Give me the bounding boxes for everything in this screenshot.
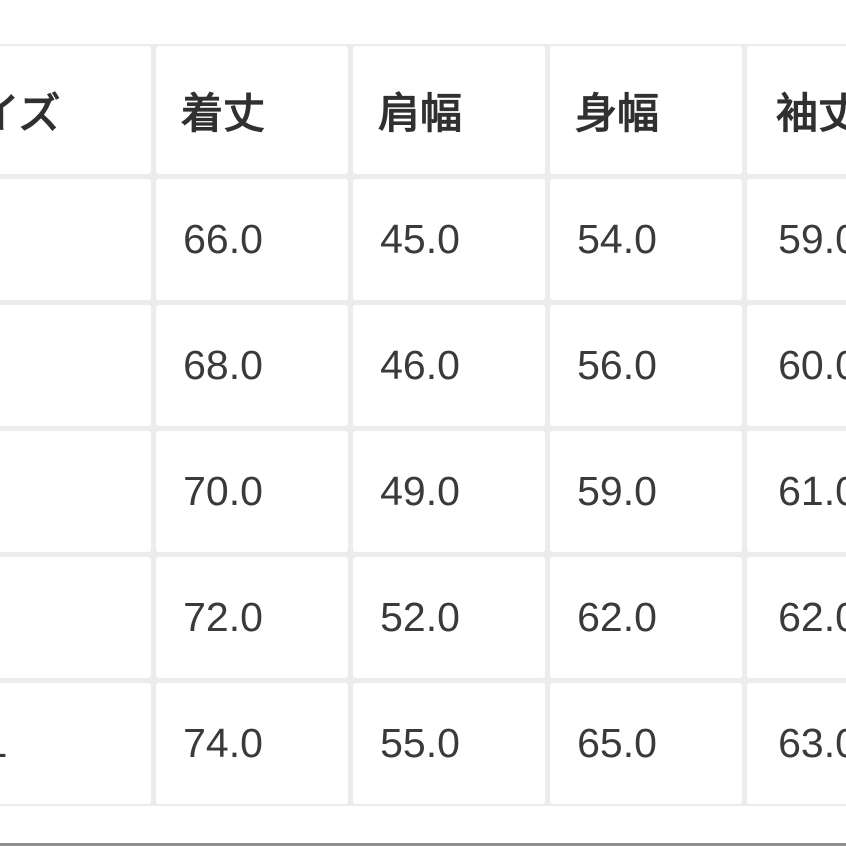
value-cell: 56.0 [550, 305, 742, 426]
value-cell: 61.0 [747, 431, 846, 552]
value-cell: 49.0 [353, 431, 545, 552]
size-label-cell [0, 305, 151, 426]
column-header-chest-width: 身幅 [550, 46, 742, 174]
size-label-cell [0, 179, 151, 300]
size-label-cell [0, 557, 151, 678]
value-cell: 62.0 [747, 557, 846, 678]
value-cell: 72.0 [156, 557, 348, 678]
value-cell: 54.0 [550, 179, 742, 300]
value-cell: 74.0 [156, 683, 348, 804]
column-header-body-length: 着丈 [156, 46, 348, 174]
value-cell: 45.0 [353, 179, 545, 300]
column-header-size: サイズ [0, 46, 151, 174]
value-cell: 68.0 [156, 305, 348, 426]
value-cell: 65.0 [550, 683, 742, 804]
value-cell: 70.0 [156, 431, 348, 552]
size-label-cell [0, 431, 151, 552]
value-cell: 66.0 [156, 179, 348, 300]
column-header-shoulder-width: 肩幅 [353, 46, 545, 174]
value-cell: 46.0 [353, 305, 545, 426]
bottom-divider [0, 843, 846, 846]
value-cell: 52.0 [353, 557, 545, 678]
value-cell: 55.0 [353, 683, 545, 804]
value-cell: 59.0 [550, 431, 742, 552]
value-cell: 59.0 [747, 179, 846, 300]
size-chart-table: サイズ 着丈 肩幅 身幅 袖丈 66.0 45.0 54.0 59.0 68.0… [0, 44, 846, 806]
size-label-cell: XXL [0, 683, 151, 804]
value-cell: 60.0 [747, 305, 846, 426]
value-cell: 63.0 [747, 683, 846, 804]
column-header-sleeve-length: 袖丈 [747, 46, 846, 174]
value-cell: 62.0 [550, 557, 742, 678]
